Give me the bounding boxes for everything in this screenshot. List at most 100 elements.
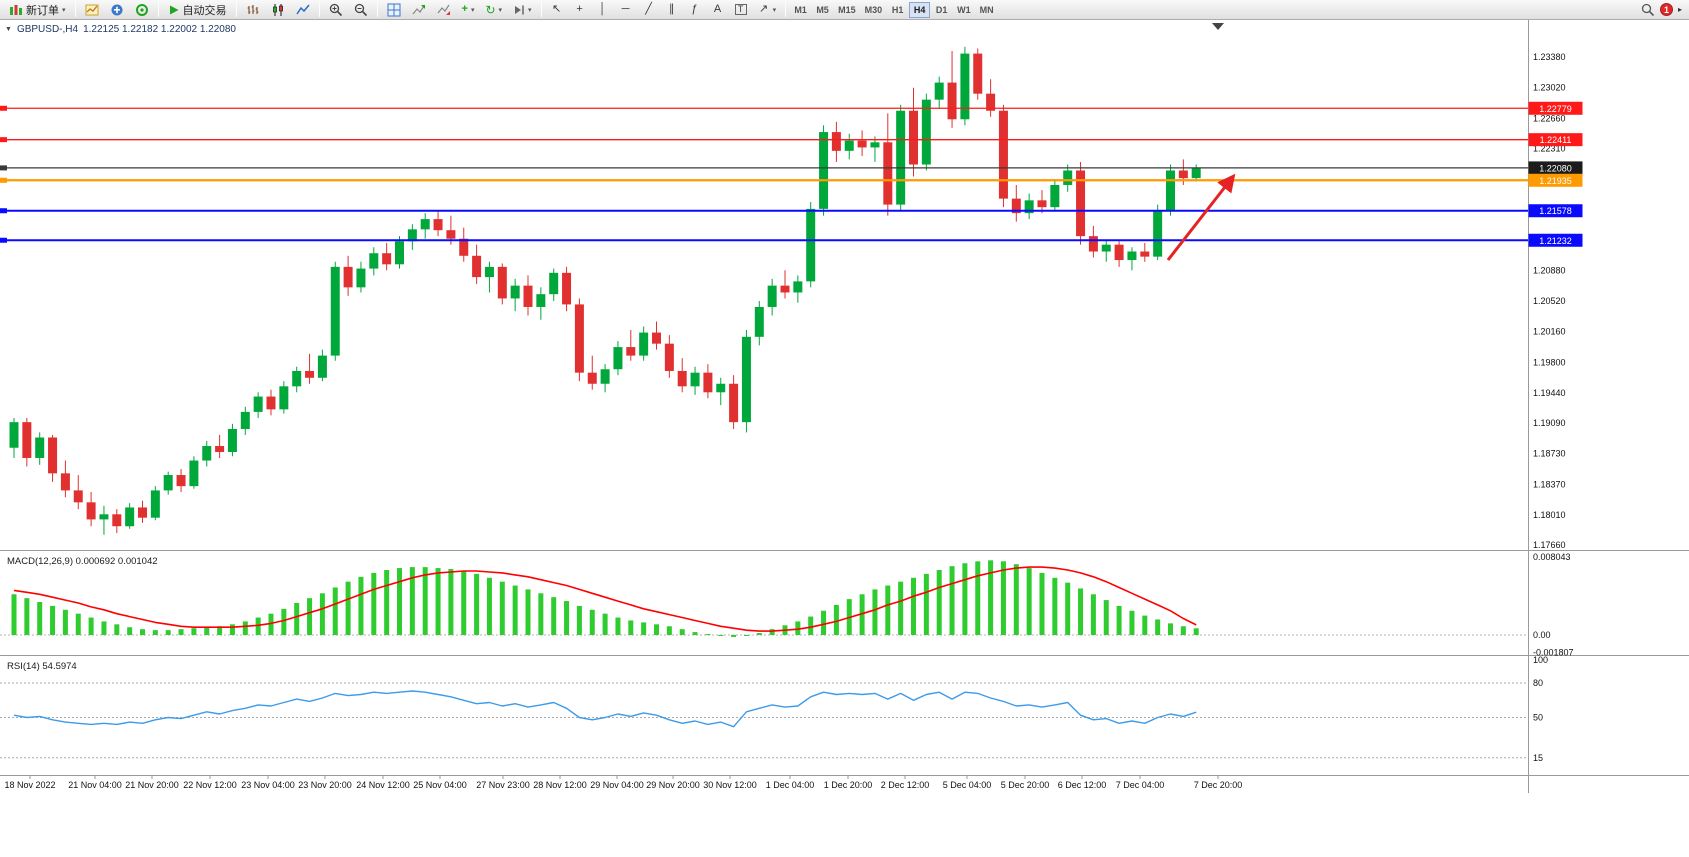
timeframe-m5-button[interactable]: M5 <box>816 4 829 15</box>
toolbar-separator <box>235 2 237 17</box>
chevron-down-icon: ▾ <box>470 6 475 14</box>
text-tool-button[interactable]: A <box>707 1 729 19</box>
timeframe-m30-button[interactable]: M30 <box>864 4 883 15</box>
auto-trading-label: 自动交易 <box>182 4 227 17</box>
line-anchor <box>0 105 7 111</box>
timeframe-w1-button[interactable]: W1 <box>957 4 971 15</box>
collapse-triangle-icon[interactable]: ▼ <box>5 26 12 33</box>
toolbar-separator <box>785 2 787 17</box>
candlestick-icon <box>272 3 283 16</box>
svg-text:27 Nov 23:00: 27 Nov 23:00 <box>476 780 530 790</box>
charts-window-button[interactable] <box>80 1 104 19</box>
crosshair-tool-button[interactable]: + <box>569 1 591 19</box>
svg-text:1.23020: 1.23020 <box>1533 83 1566 93</box>
time-scale[interactable] <box>0 776 1528 794</box>
chart-area[interactable]: 1.233801.230201.226601.223101.219501.215… <box>0 20 1689 857</box>
indicators-icon <box>412 4 425 14</box>
toolbar-expander-icon[interactable]: ▸ <box>1677 5 1682 14</box>
trend-arrow-annotation[interactable] <box>1166 173 1236 261</box>
svg-text:23 Nov 20:00: 23 Nov 20:00 <box>298 780 352 790</box>
svg-text:0.008043: 0.008043 <box>1533 552 1571 562</box>
candlestick-mode-button[interactable] <box>266 1 290 19</box>
bar-chart-mode-button[interactable] <box>241 1 265 19</box>
auto-scroll-button[interactable]: ↻ ▾ <box>480 1 507 19</box>
indicators-button[interactable] <box>407 1 431 19</box>
chart-shift-icon <box>515 5 524 14</box>
vertical-line-tool-button[interactable]: │ <box>592 1 614 19</box>
navigator-button[interactable] <box>130 1 154 19</box>
svg-text:1.20160: 1.20160 <box>1533 327 1566 337</box>
svg-text:1.20880: 1.20880 <box>1533 265 1566 275</box>
timeframe-m1-button[interactable]: M1 <box>794 4 807 15</box>
notification-badge[interactable]: 1 <box>1659 3 1673 16</box>
symbol-title: GBPUSD-,H4 <box>16 24 79 35</box>
chevron-down-icon: ▾ <box>498 6 503 14</box>
fibonacci-icon: ƒ <box>691 3 698 15</box>
price-badge-label: 1.21232 <box>1539 236 1572 246</box>
line-chart-mode-button[interactable] <box>291 1 315 19</box>
svg-text:1.22310: 1.22310 <box>1533 143 1566 153</box>
svg-text:29 Nov 20:00: 29 Nov 20:00 <box>646 780 700 790</box>
chart-canvas[interactable]: 1.233801.230201.226601.223101.219501.215… <box>0 20 1689 857</box>
svg-text:7 Dec 20:00: 7 Dec 20:00 <box>1194 780 1243 790</box>
timeframe-d1-button[interactable]: D1 <box>935 4 948 15</box>
period-separators-button[interactable] <box>432 1 456 19</box>
svg-text:1.17660: 1.17660 <box>1533 540 1566 550</box>
fibonacci-tool-button[interactable]: ƒ <box>684 1 706 19</box>
timeframe-h4-button[interactable]: H4 <box>909 1 931 18</box>
auto-trading-button[interactable]: 自动交易 <box>163 1 232 19</box>
svg-text:1 Dec 04:00: 1 Dec 04:00 <box>766 780 815 790</box>
rsi-indicator-label: RSI(14) 54.5974 <box>7 661 77 672</box>
cursor-tool-button[interactable]: ↖ <box>546 1 568 19</box>
arrows-tool-button[interactable]: ↗ ▾ <box>753 1 782 19</box>
tile-windows-button[interactable] <box>382 1 406 19</box>
rsi-pane: 100 80 50 15 <box>0 655 1548 763</box>
macd-histogram <box>11 560 1199 637</box>
toolbar-separator <box>318 2 320 17</box>
svg-text:1.22660: 1.22660 <box>1533 113 1566 123</box>
period-separators-icon <box>437 4 450 15</box>
zoom-out-button[interactable] <box>349 1 373 19</box>
channel-tool-button[interactable]: ∥ <box>661 1 683 19</box>
svg-text:1.19440: 1.19440 <box>1533 388 1566 398</box>
price-badge <box>1528 101 1583 115</box>
cursor-icon: ↖ <box>551 3 562 15</box>
svg-text:1.18730: 1.18730 <box>1533 449 1566 459</box>
plus-icon: + <box>461 3 468 15</box>
navigator-icon <box>135 3 148 16</box>
svg-text:-0.001807: -0.001807 <box>1533 648 1574 658</box>
trendline-tool-button[interactable]: ╱ <box>638 1 660 19</box>
chevron-down-icon: ▾ <box>62 6 66 14</box>
svg-text:80: 80 <box>1533 678 1543 688</box>
line-anchor <box>0 237 7 243</box>
market-watch-button[interactable] <box>105 1 129 19</box>
zoom-in-button[interactable] <box>324 1 348 19</box>
search-icon[interactable] <box>1641 3 1655 17</box>
svg-text:1.23380: 1.23380 <box>1533 52 1566 62</box>
toolbar-separator <box>376 2 378 17</box>
timeframe-m15-button[interactable]: M15 <box>838 4 856 15</box>
pane-separators <box>0 20 1689 793</box>
timeframe-mn-button[interactable]: MN <box>979 4 994 15</box>
horizontal-line-tool-button[interactable]: ─ <box>615 1 637 19</box>
horizontal-line-icon: ─ <box>621 3 630 15</box>
svg-text:22 Nov 12:00: 22 Nov 12:00 <box>183 780 237 790</box>
svg-text:24 Nov 12:00: 24 Nov 12:00 <box>356 780 410 790</box>
chart-shift-marker[interactable] <box>1212 23 1224 30</box>
price-badge <box>1528 133 1583 147</box>
line-anchor <box>0 177 7 183</box>
toolbar-separator <box>74 2 76 17</box>
rsi-value: 54.5974 <box>42 661 77 672</box>
price-scale[interactable] <box>1529 20 1689 790</box>
svg-text:21 Nov 04:00: 21 Nov 04:00 <box>68 780 122 790</box>
grid-icon <box>387 3 401 16</box>
add-indicator-button[interactable]: + ▾ <box>457 1 480 19</box>
toolbar-right-group: 1 ▸ <box>1641 3 1685 17</box>
svg-text:1.19090: 1.19090 <box>1533 418 1566 428</box>
timeframe-h1-button[interactable]: H1 <box>891 4 904 15</box>
zoom-in-icon <box>329 3 342 16</box>
label-tool-button[interactable]: T <box>730 1 752 19</box>
chart-shift-button[interactable]: ▾ <box>508 1 537 19</box>
label-icon: T <box>734 4 747 15</box>
new-order-button[interactable]: 新订单 ▾ <box>4 1 71 19</box>
